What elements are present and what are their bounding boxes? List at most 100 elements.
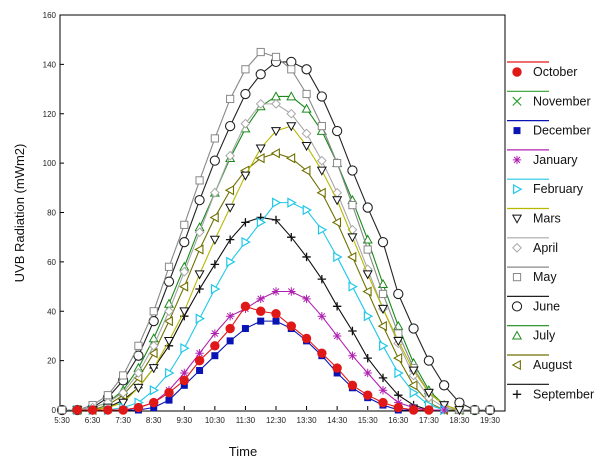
data-point-august [148, 348, 158, 359]
data-point-april [179, 266, 190, 277]
series-line-mars [77, 125, 460, 411]
data-point-february [195, 313, 206, 324]
data-point-july [377, 278, 389, 288]
data-point-june [163, 276, 175, 287]
data-point-june [194, 195, 205, 206]
data-point-mars [179, 307, 190, 317]
data-point-june [423, 355, 435, 366]
data-point-september [241, 218, 250, 227]
x-tick-label: 17:30 [419, 416, 440, 425]
legend-label: September [533, 387, 594, 401]
data-point-mars [423, 388, 434, 398]
data-point-december [272, 317, 280, 325]
data-point-october [240, 301, 251, 312]
data-point-september [225, 235, 235, 244]
data-point-may [348, 200, 357, 210]
data-point-may [470, 405, 479, 415]
legend: October November December January February Ma… [507, 61, 594, 401]
series-layer [56, 47, 496, 416]
data-point-september [363, 353, 372, 363]
data-point-mars [362, 270, 373, 280]
data-point-april [194, 227, 205, 238]
data-point-may [119, 371, 128, 380]
y-axis-title: UVB Radiation (mWm2) [12, 144, 27, 283]
data-point-october [424, 405, 434, 415]
data-point-april [271, 98, 281, 109]
legend-label: June [533, 299, 560, 313]
data-point-january [394, 398, 403, 407]
data-point-august [408, 380, 418, 391]
data-point-july [301, 103, 312, 113]
legend-item: July [507, 325, 556, 343]
data-point-august [224, 185, 235, 196]
data-point-december [333, 369, 341, 377]
series-february [73, 197, 450, 416]
x-tick-label: 8:30 [146, 416, 162, 425]
data-point-august [163, 315, 173, 327]
legend-marker [511, 359, 521, 371]
data-point-october [179, 375, 189, 386]
x-tick-label: 13:30 [297, 416, 318, 425]
data-point-may [134, 341, 143, 350]
legend-marker [512, 155, 522, 165]
data-point-december [165, 396, 173, 404]
data-point-august [392, 353, 403, 364]
data-point-december [150, 404, 158, 412]
data-point-april [240, 118, 251, 129]
data-point-september [195, 284, 204, 294]
data-point-mars [332, 196, 343, 206]
legend-item: Mars [507, 207, 561, 226]
data-point-april [286, 108, 297, 119]
data-point-october [332, 363, 342, 373]
data-point-january [256, 294, 265, 304]
data-point-october [317, 348, 327, 358]
data-point-october [408, 405, 419, 415]
data-point-mars [270, 127, 282, 137]
data-point-october [164, 388, 174, 398]
data-point-september [394, 390, 403, 400]
data-point-mars [408, 366, 419, 376]
data-point-december [180, 381, 188, 389]
data-point-february [394, 367, 404, 379]
legend-item: April [507, 237, 558, 255]
x-tick-label: 9:30 [176, 416, 192, 425]
data-point-august [362, 286, 372, 297]
series-july [72, 91, 480, 414]
x-axis-title: Time [229, 444, 257, 459]
data-point-august [285, 153, 296, 164]
data-point-october [347, 380, 358, 391]
y-axis-ticks: 0 20 40 60 80 100 120 140 160 [43, 11, 64, 415]
legend-marker [511, 214, 523, 224]
x-tick-label: 18:30 [449, 416, 470, 425]
data-point-july [286, 91, 297, 101]
data-point-august [209, 212, 219, 223]
y-tick-label: 40 [47, 307, 56, 316]
y-tick-label: 140 [43, 60, 57, 69]
data-point-may [317, 121, 326, 131]
data-point-mars [454, 406, 465, 416]
data-point-may [226, 94, 235, 104]
x-tick-label: 16:30 [388, 416, 409, 425]
legend-item: August [507, 354, 572, 372]
data-point-october [256, 306, 266, 316]
legend-label: Mars [533, 212, 561, 226]
y-tick-label: 0 [52, 406, 57, 415]
legend-label: August [533, 358, 572, 372]
data-point-december [226, 337, 234, 345]
legend-label: February [533, 182, 584, 196]
data-point-september [271, 215, 281, 225]
data-point-december [257, 317, 265, 325]
data-point-october [225, 323, 235, 334]
data-point-mars [393, 337, 404, 347]
series-august [71, 148, 464, 416]
data-point-april [164, 306, 174, 317]
x-tick-label: 7:30 [115, 416, 131, 425]
data-point-february [379, 340, 389, 352]
data-point-june [255, 69, 266, 80]
data-point-october [118, 405, 128, 415]
data-point-january [363, 368, 372, 378]
data-point-october [286, 321, 296, 331]
data-point-february [226, 256, 236, 268]
data-point-june [301, 64, 312, 75]
